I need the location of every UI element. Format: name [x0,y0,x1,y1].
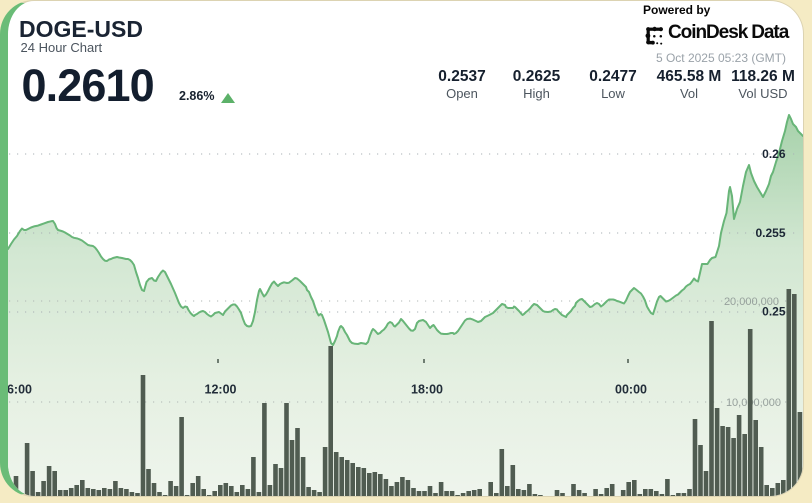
svg-text:0.255: 0.255 [755,226,785,240]
svg-text:0.26: 0.26 [762,147,786,161]
svg-text:00:00: 00:00 [615,383,647,397]
svg-text:0.25: 0.25 [762,305,786,319]
svg-text:6:00: 6:00 [8,383,32,397]
svg-text:10,000,000: 10,000,000 [726,397,781,409]
svg-text:18:00: 18:00 [411,383,443,397]
svg-text:12:00: 12:00 [205,383,237,397]
svg-text:20,000,000: 20,000,000 [724,296,779,308]
